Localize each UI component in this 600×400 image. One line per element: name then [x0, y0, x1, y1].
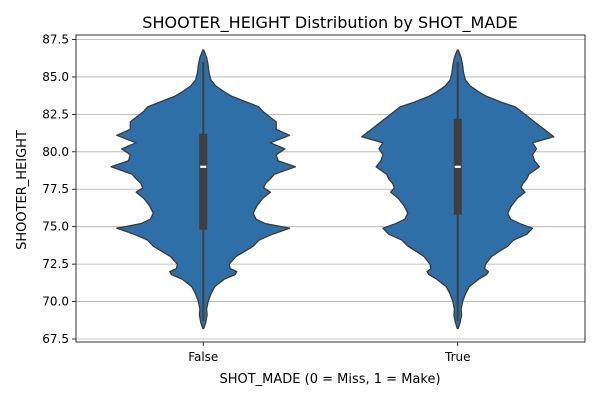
y-tick-label: 85.0: [42, 70, 69, 84]
y-tick-label: 70.0: [42, 295, 69, 309]
x-axis-label: SHOT_MADE (0 = Miss, 1 = Make): [219, 372, 440, 387]
plot-frame: [75, 34, 586, 343]
x-tick-label: True: [444, 350, 471, 364]
y-tick-label: 82.5: [42, 107, 69, 121]
y-tick-label: 80.0: [42, 145, 69, 159]
y-tick-label: 75.0: [42, 220, 69, 234]
y-tick-label: 77.5: [42, 182, 69, 196]
x-tick-label: False: [188, 350, 218, 364]
y-tick-label: 87.5: [42, 32, 69, 46]
axis-layer: 67.5 70.0 72.5 75.0 77.5 80.0 82.5 85.0 87.5 Fals…: [42, 32, 470, 364]
y-axis-label: SHOOTER_HEIGHT: [15, 130, 30, 250]
chart-title: SHOOTER_HEIGHT Distribution by SHOT_MADE: [142, 13, 517, 33]
iqr-box: [199, 133, 208, 230]
y-tick-label: 67.5: [42, 332, 69, 346]
y-tick-label: 72.5: [42, 257, 69, 271]
box-layer: [199, 61, 462, 322]
